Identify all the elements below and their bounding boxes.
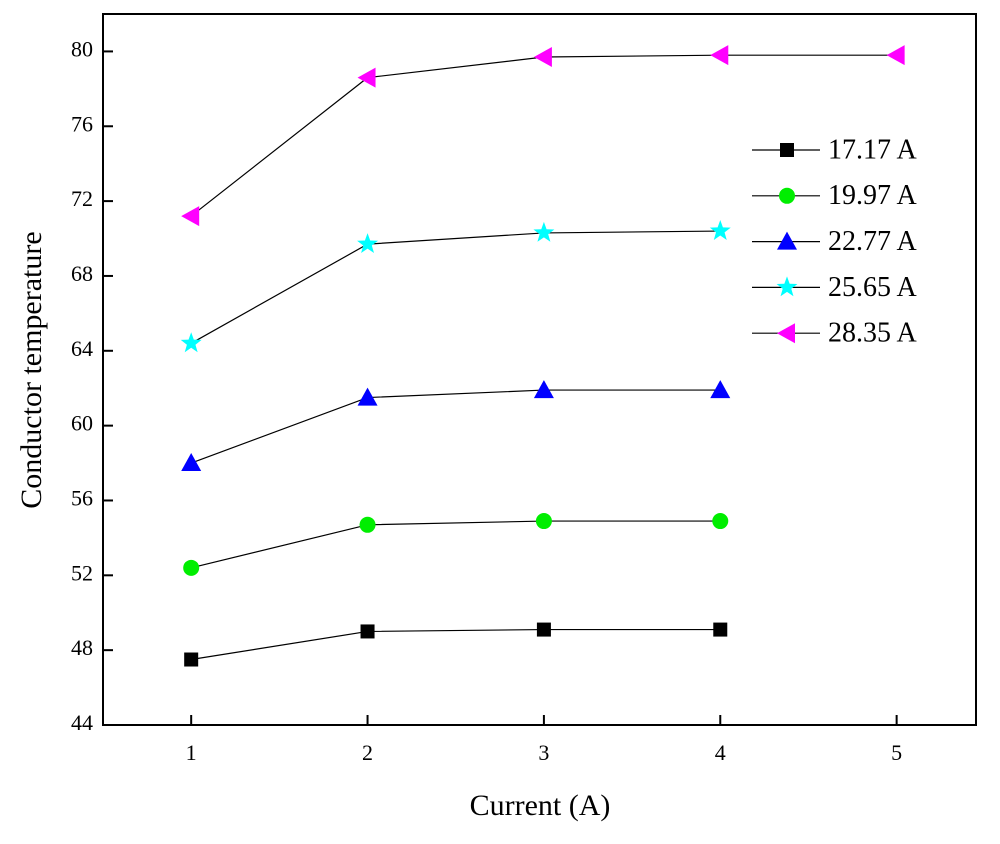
legend-marker: [779, 187, 795, 204]
data-point: [886, 45, 905, 66]
data-point: [357, 387, 378, 406]
y-tick-label: 56: [71, 486, 93, 511]
data-point: [712, 513, 729, 530]
data-point: [533, 380, 554, 399]
legend-marker: [780, 143, 794, 157]
x-tick-label: 5: [891, 740, 902, 765]
series-line: [190, 389, 721, 464]
x-tick-label: 4: [715, 740, 726, 765]
legend-marker: [777, 323, 795, 344]
data-point: [710, 45, 729, 66]
legend-label: 25.65 A: [828, 272, 917, 303]
data-point: [359, 516, 376, 533]
data-point: [713, 622, 728, 637]
data-point: [536, 622, 551, 637]
y-tick-label: 44: [71, 710, 93, 735]
y-tick-label: 76: [71, 111, 93, 136]
x-tick-label: 1: [186, 740, 197, 765]
data-point: [181, 453, 202, 472]
legend-marker: [777, 231, 797, 250]
legend-label: 28.35 A: [828, 318, 917, 349]
y-tick-label: 72: [71, 186, 93, 211]
data-point: [183, 559, 200, 576]
y-tick-label: 80: [71, 36, 93, 61]
y-tick-label: 68: [71, 261, 93, 286]
plot-frame: [102, 13, 977, 726]
legend-label: 22.77 A: [828, 226, 917, 257]
data-point: [533, 47, 552, 68]
data-point: [357, 233, 379, 254]
data-point: [533, 221, 555, 242]
data-point: [184, 652, 199, 667]
legend-label: 17.17 A: [828, 134, 917, 165]
y-tick-label: 52: [71, 560, 93, 585]
data-point: [357, 67, 376, 88]
data-point: [535, 513, 552, 530]
y-axis-title: Conductor temperature: [15, 231, 48, 508]
series-line: [191, 628, 721, 661]
y-tick-label: 60: [71, 411, 93, 436]
y-tick-label: 48: [71, 635, 93, 660]
data-point: [360, 624, 375, 639]
data-point: [181, 206, 200, 227]
data-point: [180, 332, 202, 353]
series-line: [191, 520, 721, 569]
series-line: [190, 230, 721, 344]
legend-marker: [776, 276, 798, 297]
data-point: [710, 380, 731, 399]
x-tick-label: 3: [538, 740, 549, 765]
data-point: [709, 220, 731, 240]
y-tick-label: 64: [71, 336, 93, 361]
legend-label: 19.97 A: [828, 180, 917, 211]
x-axis-title: Current (A): [470, 789, 611, 822]
x-tick-label: 2: [362, 740, 373, 765]
